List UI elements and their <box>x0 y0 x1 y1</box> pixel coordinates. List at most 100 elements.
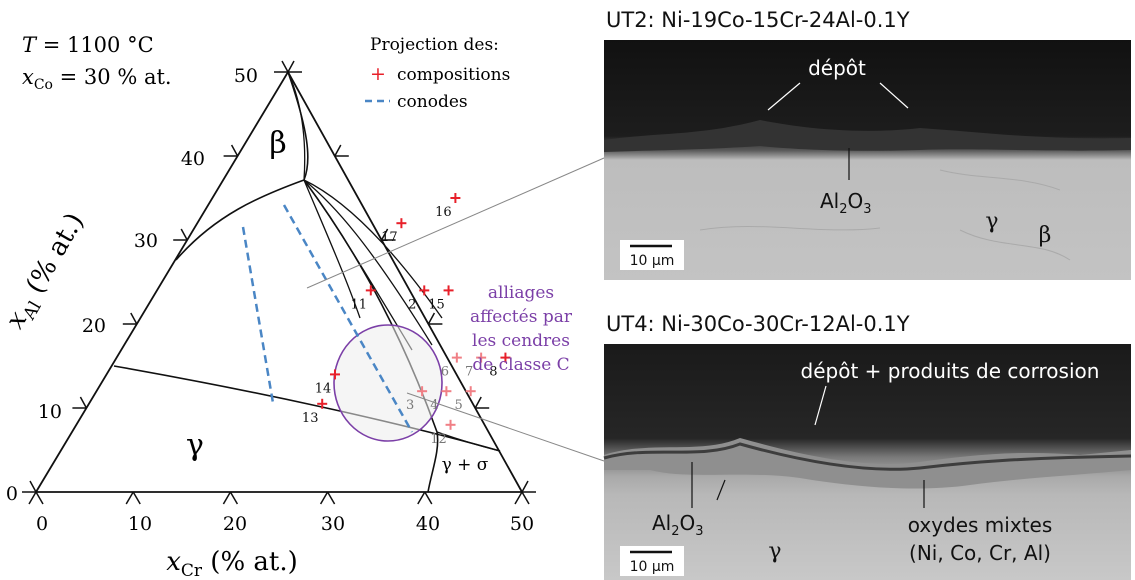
connector-line-ut2 <box>306 157 605 289</box>
composition-point-5: 5 <box>455 386 476 413</box>
legend-conode-label: conodes <box>397 92 468 112</box>
tick-bottom-b-40 <box>424 491 433 505</box>
composition-point-4: 4 <box>430 386 452 413</box>
composition-point-11: 11 <box>351 285 376 312</box>
gamma-label-ut4: γ <box>768 539 781 564</box>
y-tick-labels: 0 10 20 30 40 50 <box>6 65 258 505</box>
ternary-frame <box>35 70 524 493</box>
beta-phase-label: β <box>269 126 286 161</box>
beta-upper-boundary <box>287 71 306 181</box>
cobalt-fraction-label: xCo = 30 % at. <box>22 65 172 93</box>
composition-label-2: 2 <box>408 297 416 312</box>
composition-label-11: 11 <box>351 297 368 312</box>
tick-bottom-30 <box>319 491 329 505</box>
oxide-label-ut2: Al2O3 <box>820 189 872 217</box>
composition-label-5: 5 <box>455 398 463 413</box>
tick-right-b-20 <box>427 312 436 325</box>
oxide-ut2-main: Al <box>820 189 839 213</box>
tick-right-b-0 <box>521 480 529 493</box>
tick-bottom-20 <box>222 491 232 505</box>
composition-label-8: 8 <box>489 365 497 380</box>
y-axis-unit: (% at.) <box>16 208 90 306</box>
tick-right-b-50 <box>287 60 295 73</box>
oxide-ut4-sub: 2 <box>671 524 679 539</box>
composition-points: 2 3 4 5 6 7 8 11 12 13 14 15 16 17 <box>302 193 511 447</box>
scale-bar-label-ut2: 10 µm <box>630 253 675 269</box>
highlight-note: alliages affectés par les cendres de cla… <box>470 283 573 375</box>
tick-bottom-10 <box>125 491 134 505</box>
composition-point-13: 13 <box>302 398 328 426</box>
composition-label-16: 16 <box>435 205 452 220</box>
tick-bottom-b-20 <box>229 491 239 505</box>
sigma-boundary-3 <box>303 179 413 351</box>
x-axis-title: xCr (% at.) <box>166 547 298 580</box>
conode-lines <box>241 204 414 433</box>
micrograph-ut2: dépôt Al2O3 γ β 10 µm <box>604 40 1131 280</box>
composition-point-17: 17 <box>381 218 407 245</box>
composition-point-15: 15 <box>428 285 454 312</box>
x-axis-unit: (% at.) <box>202 547 298 577</box>
conode-line-16-12 <box>282 204 414 433</box>
legend-title: Projection des: <box>370 35 499 55</box>
tick-left-b-30 <box>180 228 188 241</box>
deposit-label-ut4: dépôt + produits de corrosion <box>801 359 1100 383</box>
oxide-label-ut4: Al2O3 <box>652 511 704 539</box>
tick-left-b-20 <box>130 312 138 325</box>
y-tick-10: 10 <box>38 401 62 423</box>
gamma-label-ut2: γ <box>985 209 998 234</box>
highlight-region <box>333 324 443 442</box>
oxide-ut4-tail: O <box>680 511 696 535</box>
deposit-leader-ut2-a <box>767 82 801 111</box>
x-axis-subscript: Cr <box>181 561 203 580</box>
x-tick-40: 40 <box>416 513 440 535</box>
temperature-value: = 1100 °C <box>36 33 154 57</box>
beta-phase-boundary <box>175 71 309 261</box>
temperature-label: T = 1100 °C <box>22 33 154 57</box>
grain-boundaries-ut2 <box>699 169 1071 261</box>
highlight-note-line-2: affectés par <box>470 307 573 327</box>
tick-bottom-0 <box>28 491 37 505</box>
oxide-ut2-sub2: 3 <box>863 202 871 217</box>
tick-marks <box>22 60 536 505</box>
highlight-note-line-1: alliages <box>488 283 554 303</box>
composition-point-14: 14 <box>315 369 340 396</box>
cobalt-value: = 30 % at. <box>53 65 172 89</box>
tick-bottom-b-30 <box>326 491 336 505</box>
beta-label-ut2: β <box>1039 223 1052 248</box>
x-axis-symbol: x <box>166 547 181 577</box>
y-tick-50: 50 <box>234 65 258 87</box>
sigma-boundary-1 <box>303 179 443 319</box>
conode-line-17-13 <box>241 226 275 404</box>
x-tick-20: 20 <box>223 513 247 535</box>
sigma-gamma-boundary <box>436 431 501 452</box>
legend-composition-symbol: + <box>370 63 386 85</box>
mixed-oxides-label-ut4-line1: oxydes mixtes <box>908 513 1053 537</box>
tick-left-b-0 <box>29 480 37 493</box>
composition-point-3: 3 <box>406 386 428 413</box>
deposit-leader-ut2-b <box>879 82 909 109</box>
tick-bottom-50 <box>514 491 523 505</box>
composition-label-15: 15 <box>428 297 445 312</box>
composition-label-7: 7 <box>465 365 473 380</box>
x-tick-0: 0 <box>36 513 48 535</box>
temperature-symbol: T <box>22 33 38 57</box>
oxide-ut2-tail: O <box>848 189 864 213</box>
mixed-oxides-label-ut4-line2: (Ni, Co, Cr, Al) <box>909 541 1051 565</box>
composition-label-6: 6 <box>441 365 449 380</box>
composition-label-12: 12 <box>430 432 447 447</box>
oxide-leader-ut4-b <box>716 479 726 501</box>
tick-bottom-b-10 <box>132 491 141 505</box>
tick-left-b-10 <box>79 396 88 409</box>
oxide-ut4-sub2: 3 <box>695 524 703 539</box>
tick-bottom-b-0 <box>35 491 44 505</box>
tick-left-b-50 <box>281 60 289 73</box>
micrograph-ut4-title: UT4: Ni-30Co-30Cr-12Al-0.1Y <box>606 312 910 336</box>
composition-point-7: 7 <box>465 352 487 380</box>
x-tick-30: 30 <box>321 513 345 535</box>
y-tick-20: 20 <box>82 315 106 337</box>
gamma-phase-boundary <box>113 365 501 452</box>
y-tick-40: 40 <box>181 148 205 170</box>
scale-bar-label-ut4: 10 µm <box>630 559 675 575</box>
composition-label-17: 17 <box>381 230 398 245</box>
micrograph-ut4: dépôt + produits de corrosion Al2O3 oxyd… <box>603 344 1132 580</box>
